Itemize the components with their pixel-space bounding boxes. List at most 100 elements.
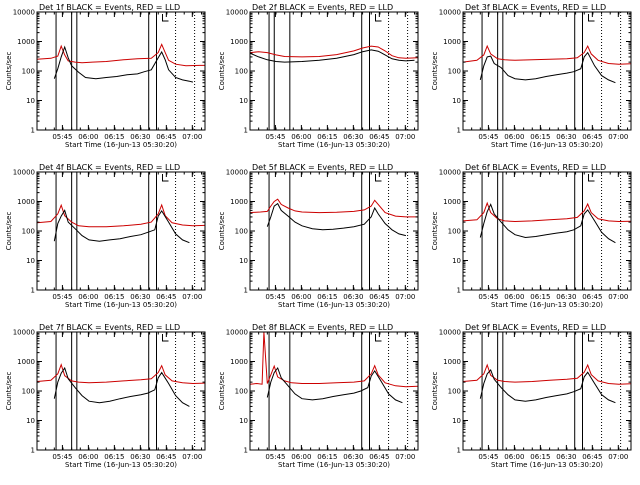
x-axis-label: Start Time (16-Jun-13 05:30:20) [65,461,177,469]
y-tick-label: 10 [239,417,248,425]
x-tick-label: 06:15 [317,453,337,461]
y-tick-label: 10000 [439,9,461,17]
x-tick-label: 06:45 [369,133,389,141]
x-tick-label: 07:00 [608,293,628,301]
y-tick-label: 10000 [13,329,35,337]
x-tick-label: 06:00 [291,133,311,141]
events-line [53,209,190,244]
panel-frame [36,331,206,451]
x-tick-label: 06:15 [104,133,124,141]
y-tick-label: 1 [457,127,461,135]
panel-title: Det 1f BLACK = Events, RED = LLD [39,3,180,12]
y-tick-label: 10 [452,257,461,265]
y-tick-label: 10 [239,97,248,105]
panel-frame [36,11,206,131]
events-line [479,368,616,404]
y-tick-label: 100 [448,388,461,396]
panel-title: Det 7f BLACK = Events, RED = LLD [39,323,180,332]
x-tick-label: 06:30 [556,453,576,461]
y-tick-label: 100 [235,68,248,76]
y-tick-label: 10000 [439,329,461,337]
x-tick-label: 07:00 [395,453,415,461]
lld-line [463,201,631,223]
panel-data [37,43,205,83]
detector-panel: Det 1f BLACK = Events, RED = LLD 1 10 100 10… [5,3,206,149]
y-tick-label: 1000 [443,38,461,46]
y-tick-label: 100 [235,388,248,396]
time-range-marker [588,14,595,22]
y-tick-label: 1 [457,447,461,455]
y-tick-label: 10 [26,417,35,425]
y-tick-label: 10000 [13,9,35,17]
x-tick-label: 06:30 [343,293,363,301]
y-tick-label: 10 [452,417,461,425]
events-line [250,49,415,63]
x-tick-label: 06:45 [369,453,389,461]
x-tick-label: 07:00 [395,133,415,141]
time-range-marker [162,14,169,22]
events-line [53,45,194,83]
x-tick-label: 06:45 [582,293,602,301]
x-tick-label: 06:30 [556,133,576,141]
panel-frame [462,11,632,131]
x-tick-label: 07:00 [182,453,202,461]
y-axis-label: Counts/sec [5,372,13,411]
x-tick-label: 06:15 [317,293,337,301]
y-tick-label: 100 [448,228,461,236]
x-tick-label: 06:00 [78,293,98,301]
y-tick-label: 1000 [17,38,35,46]
y-tick-label: 100 [235,228,248,236]
panel-frame [249,171,419,291]
x-axis-label: Start Time (16-Jun-13 05:30:20) [278,141,390,149]
x-tick-label: 06:45 [582,453,602,461]
x-tick-label: 05:45 [478,133,498,141]
time-range-marker [375,334,382,342]
x-tick-label: 06:15 [530,453,550,461]
y-tick-label: 1 [244,127,248,135]
panel-data [250,198,418,237]
y-tick-label: 10 [26,257,35,265]
x-tick-label: 06:15 [530,133,550,141]
lld-line [37,43,205,67]
events-line [479,51,616,84]
lld-line [250,45,418,59]
y-tick-label: 1 [31,447,35,455]
y-tick-label: 1000 [443,198,461,206]
detector-panel: Det 2f BLACK = Events, RED = LLD 1 10 100 10… [218,3,419,149]
x-tick-label: 07:00 [395,293,415,301]
x-tick-label: 05:45 [265,133,285,141]
panel-data [250,332,418,404]
x-tick-label: 05:45 [478,453,498,461]
y-axis-label: Counts/sec [431,212,439,251]
detector-panel: Det 6f BLACK = Events, RED = LLD 1 10 100 10… [431,163,632,309]
panel-frame [462,171,632,291]
x-tick-label: 06:30 [343,133,363,141]
panel-data [37,203,205,244]
x-tick-label: 07:00 [182,293,202,301]
x-tick-label: 06:30 [130,133,150,141]
panel-frame [249,331,419,451]
y-axis-label: Counts/sec [218,372,226,411]
panel-data [463,44,631,84]
panel-frame [36,171,206,291]
panel-frame [462,331,632,451]
lld-line [37,203,205,228]
x-tick-label: 06:45 [369,293,389,301]
y-tick-label: 1000 [443,358,461,366]
y-tick-label: 10000 [226,329,248,337]
detector-panel: Det 7f BLACK = Events, RED = LLD 1 10 100 10… [5,323,206,469]
time-range-marker [588,174,595,182]
x-tick-label: 06:00 [504,453,524,461]
detector-panel: Det 8f BLACK = Events, RED = LLD 1 10 100 10… [218,323,419,469]
y-tick-label: 1 [244,287,248,295]
x-axis-label: Start Time (16-Jun-13 05:30:20) [491,461,603,469]
time-range-marker [162,334,169,342]
x-tick-label: 06:45 [582,133,602,141]
x-axis-label: Start Time (16-Jun-13 05:30:20) [278,461,390,469]
y-tick-label: 10000 [439,169,461,177]
x-tick-label: 05:45 [52,453,72,461]
y-tick-label: 10000 [226,169,248,177]
events-line [53,366,190,407]
lld-line [250,332,418,388]
